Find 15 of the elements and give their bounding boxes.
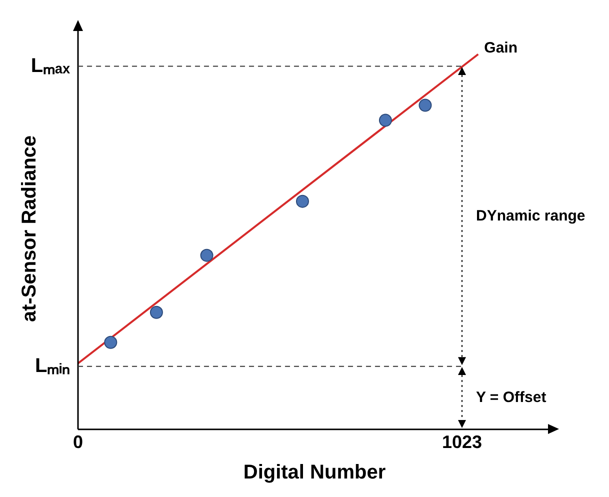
y-axis-title: at-Sensor Radiance [18,135,41,322]
series-label: Gain [484,39,518,56]
ref-line-label: Lₘᵢₙ [34,354,70,377]
x-tick-label: 1023 [442,432,482,452]
x-tick-label: 0 [72,432,84,452]
point [150,306,163,319]
point [104,336,118,349]
annotation: Y = Offset [476,389,546,406]
point [418,98,432,112]
ref-line-label: Lₘₐₓ [30,54,71,77]
point [296,194,309,208]
point [378,114,392,127]
annotation: DYnamic range [476,207,586,224]
x-axis-title: Digital Number [243,462,386,484]
point [200,248,214,262]
